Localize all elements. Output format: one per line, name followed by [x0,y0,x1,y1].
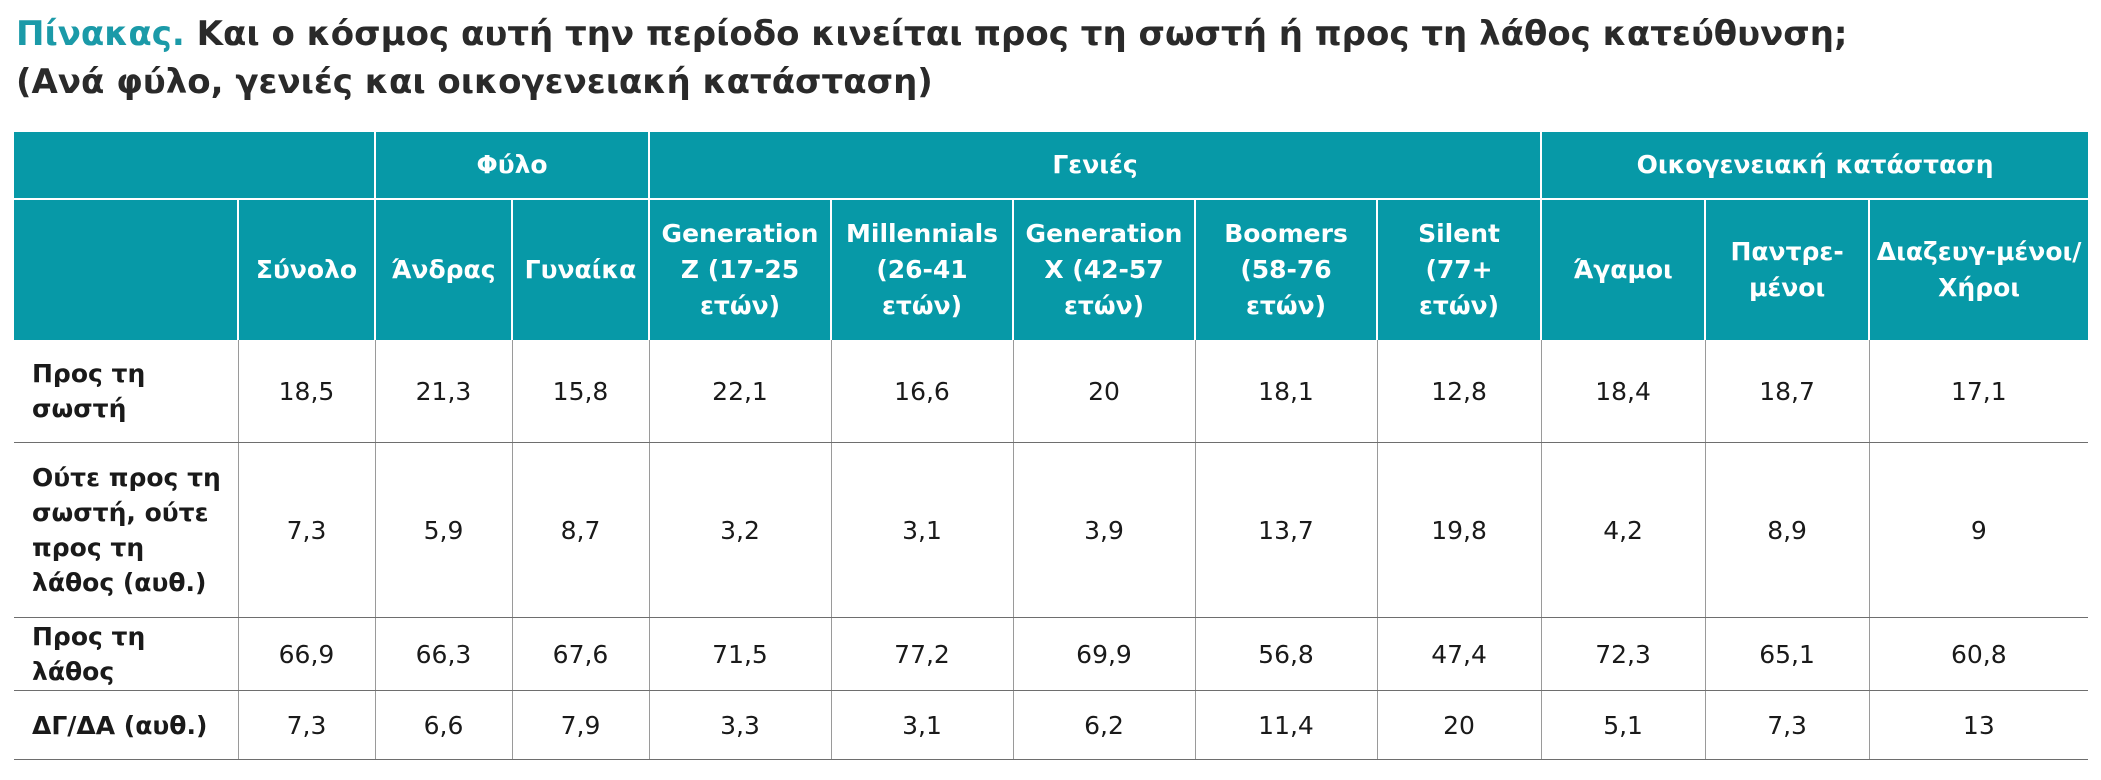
table-cell: 71,5 [648,617,832,691]
table-cell: 22,1 [648,340,832,443]
table-row: ΔΓ/ΔΑ (αυθ.) 7,3 6,6 7,9 3,3 3,1 6,2 11,… [14,690,2089,760]
table-cell: 7,3 [237,690,375,760]
column-header: Γυναίκα [510,198,650,340]
table-cell: 18,4 [1540,340,1706,443]
table-cell: 72,3 [1540,617,1706,691]
table-cell: 5,9 [374,442,512,618]
table-cell: 21,3 [374,340,512,443]
table-cell: 20 [1376,690,1542,760]
table-cell: 77,2 [830,617,1014,691]
row-label: Προς τη λάθος [14,617,238,691]
table-cell: 65,1 [1704,617,1870,691]
group-header-empty [14,132,375,199]
table-cell: 66,3 [374,617,512,691]
column-header: Παντρε-μένοι [1704,198,1870,340]
row-label: ΔΓ/ΔΑ (αυθ.) [14,690,238,760]
column-header: Generation Z (17-25 ετών) [648,198,832,340]
table-cell: 69,9 [1012,617,1196,691]
table-cell: 67,6 [511,617,650,691]
table-cell: 18,1 [1194,340,1378,443]
table-cell: 3,1 [830,442,1014,618]
table-cell: 17,1 [1868,340,2089,443]
table-cell: 18,7 [1704,340,1870,443]
title-prefix: Πίνακας. [16,14,185,54]
column-header-row-label [14,198,238,340]
table-cell: 66,9 [237,617,375,691]
table-cell: 5,1 [1540,690,1706,760]
table-cell: 3,2 [648,442,832,618]
table-cell: 56,8 [1194,617,1378,691]
table-cell: 8,7 [511,442,650,618]
row-label: Προς τη σωστή [14,340,238,443]
table-cell: 13,7 [1194,442,1378,618]
table-row: Προς τη σωστή 18,5 21,3 15,8 22,1 16,6 2… [14,340,2089,443]
column-header: Διαζευγ-μένοι/ Χήροι [1868,198,2089,340]
column-header: Άγαμοι [1540,198,1706,340]
table-cell: 16,6 [830,340,1014,443]
table-cell: 6,2 [1012,690,1196,760]
table-row: Προς τη λάθος 66,9 66,3 67,6 71,5 77,2 6… [14,617,2089,691]
table-cell: 3,3 [648,690,832,760]
table-cell: 18,5 [237,340,375,443]
column-header-row: Σύνολο Άνδρας Γυναίκα Generation Z (17-2… [14,198,2089,340]
table-cell: 6,6 [374,690,512,760]
title-line-2: (Ανά φύλο, γενιές και οικογενειακή κατάσ… [16,62,933,102]
table-title: Πίνακας. Και ο κόσμος αυτή την περίοδο κ… [16,10,2076,106]
title-question: Και ο κόσμος αυτή την περίοδο κινείται π… [196,14,1848,54]
table-cell: 7,3 [237,442,375,618]
table-cell: 12,8 [1376,340,1542,443]
group-header-generations: Γενιές [648,132,1542,199]
table-cell: 3,9 [1012,442,1196,618]
group-header-gender: Φύλο [373,132,650,199]
table-cell: 13 [1868,690,2089,760]
table-cell: 7,9 [511,690,650,760]
column-header: Boomers (58-76 ετών) [1194,198,1378,340]
table-cell: 20 [1012,340,1196,443]
title-line-1: Πίνακας. Και ο κόσμος αυτή την περίοδο κ… [16,10,2076,58]
table-cell: 19,8 [1376,442,1542,618]
table-cell: 9 [1868,442,2089,618]
table-cell: 15,8 [511,340,650,443]
column-header: Millennials (26-41 ετών) [830,198,1014,340]
table-cell: 8,9 [1704,442,1870,618]
table-cell: 60,8 [1868,617,2089,691]
results-table: Φύλο Γενιές Οικογενειακή κατάσταση Σύνολ… [14,132,2089,760]
column-header: Silent (77+ ετών) [1376,198,1542,340]
table-cell: 11,4 [1194,690,1378,760]
table-cell: 7,3 [1704,690,1870,760]
table-cell: 3,1 [830,690,1014,760]
group-header-marital: Οικογενειακή κατάσταση [1540,132,2089,199]
column-header: Σύνολο [237,198,375,340]
column-header: Άνδρας [374,198,512,340]
table-cell: 4,2 [1540,442,1706,618]
table-row: Ούτε προς τη σωστή, ούτε προς τη λάθος (… [14,442,2089,618]
row-label: Ούτε προς τη σωστή, ούτε προς τη λάθος (… [14,442,238,618]
table-cell: 47,4 [1376,617,1542,691]
column-header: Generation X (42-57 ετών) [1012,198,1196,340]
group-header-row: Φύλο Γενιές Οικογενειακή κατάσταση [14,132,2089,199]
